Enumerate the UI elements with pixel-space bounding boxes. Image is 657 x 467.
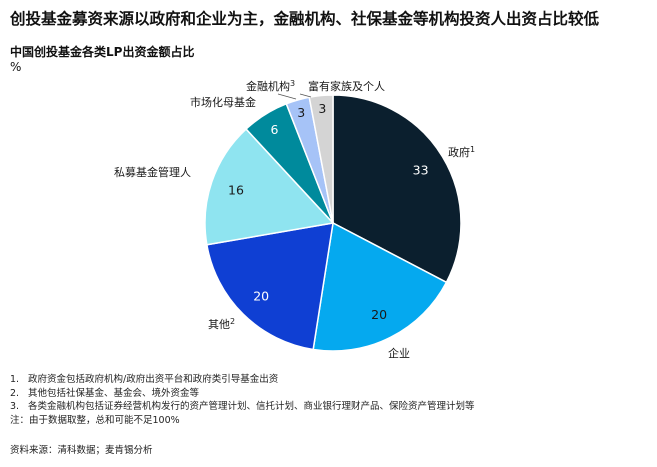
slice-value-label: 33	[413, 163, 429, 178]
slice-value-label: 3	[297, 105, 305, 120]
slice-value-label: 6	[271, 122, 279, 137]
rounding-note: 注：由于数据取整，总和可能不足100%	[10, 414, 180, 426]
footnote-text: 其他包括社保基金、基金会、境外资金等	[28, 387, 200, 399]
leader-line	[299, 93, 312, 98]
footnote-3: 3. 各类金融机构包括证券经营机构发行的资产管理计划、信托计划、商业银行理财产品…	[10, 400, 650, 414]
pie-slice-1	[312, 221, 448, 352]
unit-label: %	[10, 60, 22, 74]
source-line: 资料来源：清科数据；麦肯锡分析	[10, 445, 153, 456]
slice-category-label: 其他2	[208, 317, 235, 331]
slice-value-label: 16	[228, 183, 244, 198]
slice-category-label: 企业	[388, 346, 410, 360]
slice-value-label: 20	[253, 289, 269, 304]
pie-slice-3	[204, 127, 335, 246]
slice-category-label: 政府1	[448, 145, 475, 159]
footnote-number: 3.	[10, 401, 20, 412]
leader-line	[277, 93, 297, 100]
footnotes: 1. 政府资金包括政府机构/政府出资平台和政府类引导基金出资 2. 其他包括社保…	[10, 373, 650, 427]
footnote-number: 1.	[10, 374, 20, 385]
slice-category-label: 私募基金管理人	[114, 165, 191, 179]
pie-slice-6	[308, 94, 334, 224]
footnote-number: 2.	[10, 387, 20, 399]
pie-chart: 33 20 20 16 6 3 3 政府1 企业 其他2 私募基金管理人 市场化母基金 金融机构3 富有家…	[114, 79, 475, 360]
footnote-1: 1. 政府资金包括政府机构/政府出资平台和政府类引导基金出资	[10, 373, 650, 387]
chart-title: 中国创投基金各类LP出资金额占比	[10, 45, 195, 59]
slice-category-label: 富有家族及个人	[308, 79, 385, 93]
slice-value-label: 20	[371, 307, 387, 322]
pie-slice-0	[332, 94, 462, 284]
headline: 创投基金募资来源以政府和企业为主，金融机构、社保基金等机构投资人出资占比较低	[10, 9, 600, 28]
slice-category-label: 金融机构3	[246, 79, 295, 93]
slice-value-label: 3	[318, 101, 326, 116]
footnote-2: 2. 其他包括社保基金、基金会、境外资金等	[10, 387, 650, 401]
pie-slice-2	[206, 222, 334, 351]
slice-category-label: 市场化母基金	[190, 95, 256, 109]
footnote-text: 政府资金包括政府机构/政府出资平台和政府类引导基金出资	[28, 374, 279, 385]
footnote-text: 各类金融机构包括证券经营机构发行的资产管理计划、信托计划、商业银行理财产品、保险…	[28, 401, 475, 412]
